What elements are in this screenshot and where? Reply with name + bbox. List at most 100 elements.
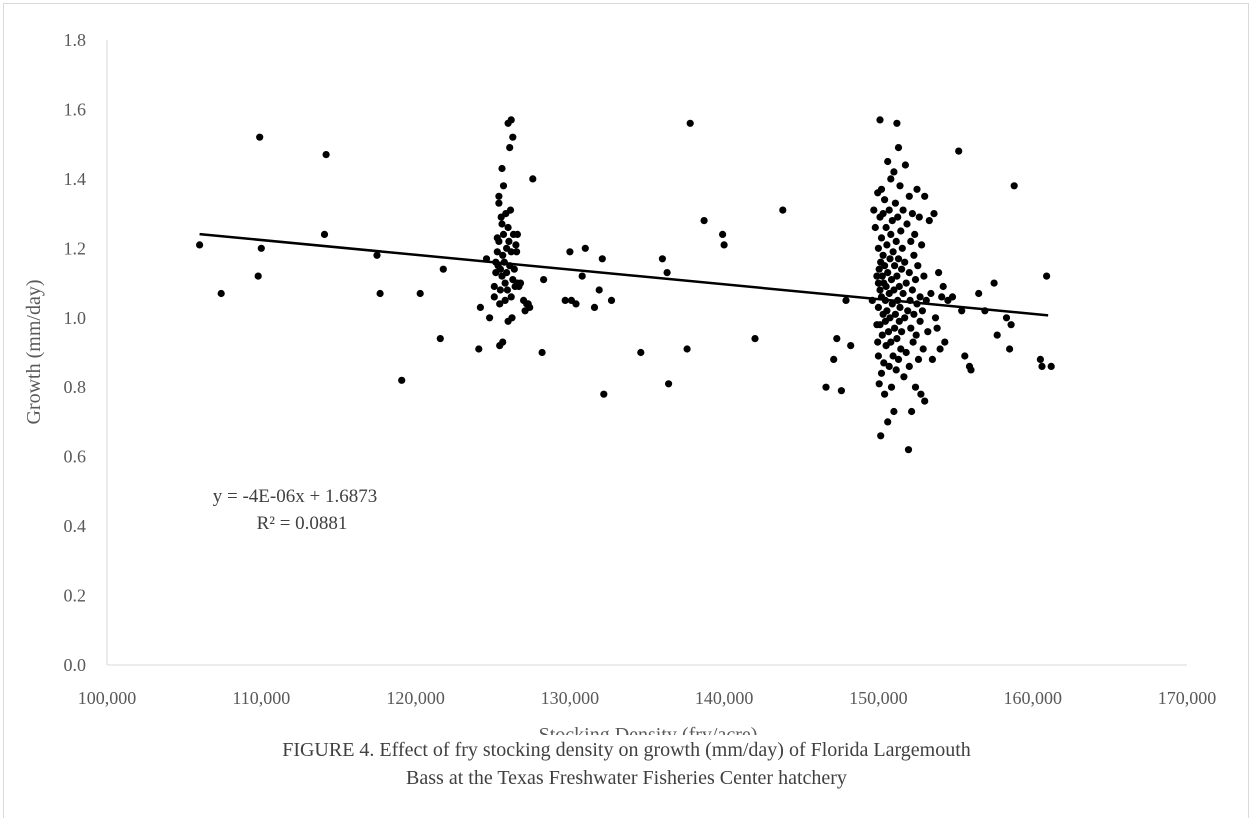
data-point (905, 362, 913, 370)
data-point (894, 355, 903, 363)
data-point (990, 279, 998, 287)
data-point (887, 276, 896, 284)
data-point (879, 251, 887, 259)
data-point (891, 262, 899, 270)
data-point (918, 241, 926, 249)
data-point (499, 251, 507, 259)
data-point (830, 355, 838, 363)
data-point (842, 296, 850, 304)
y-tick-label: 0.6 (64, 447, 87, 467)
data-point (881, 196, 889, 204)
data-point (506, 144, 514, 152)
data-point (891, 199, 900, 207)
data-point (930, 210, 938, 218)
x-tick-label: 170,000 (1158, 688, 1217, 708)
data-point (495, 199, 503, 207)
data-point (920, 272, 928, 280)
data-points (196, 116, 1055, 454)
data-point (495, 192, 503, 200)
data-point (897, 227, 905, 235)
y-tick-label: 1.8 (64, 30, 87, 50)
data-point (496, 265, 504, 273)
data-point (751, 335, 759, 343)
data-point (901, 314, 909, 322)
data-point (931, 314, 940, 322)
data-point (904, 446, 913, 454)
data-point (1036, 355, 1044, 363)
data-point (921, 397, 929, 405)
data-point (955, 147, 963, 155)
data-point (498, 220, 506, 228)
data-point (925, 217, 933, 225)
data-point (876, 286, 884, 294)
data-point (874, 338, 882, 346)
data-point (895, 282, 903, 291)
data-point (899, 289, 907, 298)
data-point (927, 289, 935, 298)
data-point (607, 296, 616, 304)
data-point (598, 255, 606, 263)
data-point (907, 324, 915, 332)
data-point (882, 282, 890, 291)
trendline-r-squared: R² = 0.0881 (257, 513, 348, 534)
data-point (507, 116, 515, 124)
data-point (917, 390, 925, 398)
data-point (196, 241, 204, 249)
data-point (922, 296, 930, 304)
data-point (879, 210, 887, 218)
data-point (540, 276, 548, 284)
caption-line-1: FIGURE 4. Effect of fry stocking density… (282, 739, 971, 761)
data-point (507, 293, 515, 301)
data-point (1006, 345, 1014, 353)
data-point (936, 345, 944, 353)
data-point (510, 265, 518, 273)
data-point (874, 303, 883, 311)
data-point (948, 293, 957, 301)
data-point (891, 324, 899, 332)
x-tick-label: 100,000 (78, 688, 137, 708)
data-point (886, 314, 894, 322)
data-point (507, 248, 515, 256)
data-point (1047, 362, 1055, 370)
y-tick-label: 1.2 (64, 238, 87, 258)
data-point (847, 342, 855, 350)
data-point (919, 345, 927, 353)
data-point (1043, 272, 1051, 280)
data-point (890, 407, 898, 416)
y-tick-label: 0.0 (64, 655, 87, 675)
data-point (885, 206, 893, 214)
x-tick-label: 120,000 (386, 688, 445, 708)
trendline-equation: y = -4E-06x + 1.6873 (213, 486, 377, 507)
data-point (529, 175, 537, 183)
data-point (886, 255, 894, 263)
data-point (719, 230, 727, 238)
data-point (516, 279, 525, 287)
data-point (911, 383, 920, 391)
data-point (891, 310, 900, 318)
data-point (873, 272, 881, 280)
data-point (913, 185, 921, 193)
data-point (887, 175, 895, 183)
data-point (975, 289, 983, 298)
data-point (505, 237, 513, 245)
data-point (910, 310, 918, 318)
data-point (878, 331, 886, 339)
data-point (871, 223, 879, 232)
data-point (663, 269, 671, 277)
data-point (320, 230, 329, 238)
data-point (501, 296, 509, 304)
data-point (893, 272, 901, 280)
y-tick-label: 1.4 (64, 169, 87, 189)
data-point (893, 119, 901, 127)
data-point (498, 164, 506, 173)
figure-caption: FIGURE 4. Effect of fry stocking density… (0, 736, 1253, 792)
data-point (256, 133, 264, 141)
scatter-chart: 0.0 0.2 0.4 0.6 0.8 1.0 1.2 1.4 1.6 1.8 100,000 11… (23, 30, 1217, 735)
y-tick-label: 1.6 (64, 99, 87, 119)
data-point (658, 255, 667, 263)
data-point (526, 303, 534, 311)
data-point (939, 282, 947, 291)
data-point (217, 289, 225, 298)
data-point (513, 230, 522, 238)
data-point (896, 303, 904, 311)
